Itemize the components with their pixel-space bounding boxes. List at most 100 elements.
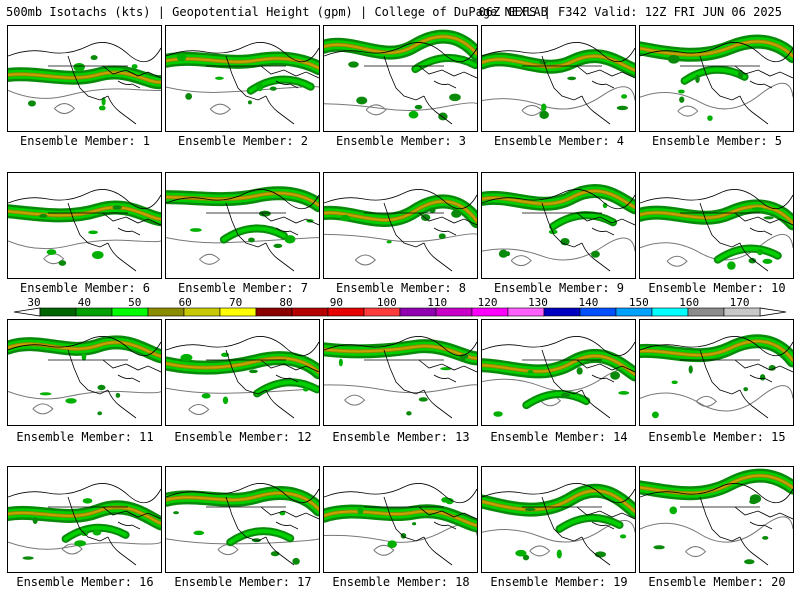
height-contour — [354, 254, 376, 266]
isotach-cell — [541, 103, 547, 112]
coastline — [640, 336, 793, 356]
isotach-cell — [32, 517, 38, 525]
ensemble-member-label: Ensemble Member: 12 — [174, 430, 312, 444]
coastline — [423, 95, 453, 125]
jet-stream-band — [640, 40, 793, 58]
isotach-cell — [651, 411, 659, 419]
jet-stream-band — [166, 357, 319, 374]
isotach-cell — [247, 100, 252, 105]
member-map-graphic — [8, 483, 161, 566]
coastline — [225, 496, 267, 542]
member-map-graphic — [166, 483, 319, 566]
height-contour — [166, 387, 319, 394]
coastline — [541, 496, 583, 542]
isotach-cell — [112, 205, 122, 210]
coastline — [383, 349, 425, 395]
ensemble-member-label: Ensemble Member: 4 — [493, 134, 625, 148]
coastline — [591, 227, 615, 236]
isotach-cell — [82, 498, 93, 504]
isotach-cell — [406, 411, 412, 416]
isotach-cell — [269, 86, 277, 91]
isotach-cell — [58, 260, 67, 266]
isotach-cell — [756, 248, 764, 256]
ensemble-member-label: Ensemble Member: 7 — [177, 281, 309, 295]
member-map-graphic — [640, 334, 793, 419]
height-contour — [365, 104, 387, 116]
isotach-cell — [386, 240, 392, 244]
ensemble-member-label: Ensemble Member: 20 — [648, 575, 786, 589]
isotach-cell — [707, 115, 713, 121]
isotach-cell — [429, 207, 436, 214]
member-map-graphic — [324, 336, 477, 419]
isotach-cell — [92, 250, 104, 260]
isotach-cell — [653, 545, 665, 550]
colorbar-tick-label: 100 — [377, 296, 397, 309]
colorbar-swatch — [543, 307, 581, 317]
coastline — [67, 496, 109, 542]
coastline — [581, 536, 611, 566]
coastline — [576, 65, 635, 79]
colorbar-swatch — [39, 307, 77, 317]
isotach-cell — [338, 358, 343, 367]
isotach-cell — [273, 243, 283, 248]
height-contour — [529, 545, 551, 557]
isotach-cell — [438, 233, 446, 240]
jet-stream-band — [248, 77, 313, 93]
height-contour — [166, 237, 319, 244]
ensemble-member-label: Ensemble Member: 9 — [493, 281, 625, 295]
coastline — [581, 95, 611, 125]
coastline — [640, 42, 793, 62]
coastline — [265, 95, 295, 125]
ensemble-member-map — [481, 25, 636, 132]
coastline — [260, 359, 319, 373]
coastline — [749, 521, 773, 530]
coastline — [591, 374, 615, 383]
coastline — [324, 42, 477, 62]
isotach-cell — [222, 396, 229, 405]
colorbar-swatch — [291, 307, 329, 317]
colorbar-arrow-left — [13, 307, 41, 317]
coastline — [749, 374, 773, 383]
isotach-cell — [576, 367, 583, 375]
ensemble-member-map — [481, 319, 636, 426]
isotach-cell — [591, 250, 600, 258]
coastline — [749, 227, 773, 236]
ensemble-member-map — [323, 466, 478, 573]
isotach-cell — [173, 511, 179, 515]
isotach-cell — [348, 61, 359, 68]
coastline — [8, 483, 161, 503]
isotach-cell — [98, 105, 106, 111]
coastline — [107, 389, 137, 419]
coastline — [749, 80, 773, 89]
isotach-cell — [621, 94, 628, 99]
ensemble-member-map — [165, 172, 320, 279]
member-map-graphic — [482, 42, 635, 125]
height-contour — [324, 102, 477, 112]
colorbar-tick-label: 160 — [679, 296, 699, 309]
isotach-cell — [515, 549, 527, 557]
colorbar-tick-label: 30 — [27, 296, 40, 309]
height-contour — [482, 237, 635, 261]
colorbar-swatch — [687, 307, 725, 317]
isotach-cell — [81, 352, 87, 361]
isotach-cell — [668, 54, 680, 64]
coastline — [102, 212, 161, 226]
coastline — [275, 227, 299, 236]
isotach-cell — [619, 534, 627, 539]
isotach-cell — [248, 237, 255, 243]
coastline — [260, 212, 319, 226]
isotach-cell — [445, 497, 454, 505]
coastline — [576, 359, 635, 373]
coastline — [166, 189, 319, 209]
isotach-cell — [743, 387, 749, 392]
isotach-cell — [616, 105, 629, 111]
coastline — [739, 242, 769, 272]
height-contour — [521, 104, 543, 116]
member-map-graphic — [324, 29, 477, 125]
coastline — [433, 521, 457, 530]
coastline — [102, 359, 161, 373]
isotach-cell — [74, 540, 87, 547]
ensemble-member-label: Ensemble Member: 8 — [335, 281, 467, 295]
height-contour — [8, 239, 161, 250]
colorbar-arrow-right — [759, 307, 787, 317]
